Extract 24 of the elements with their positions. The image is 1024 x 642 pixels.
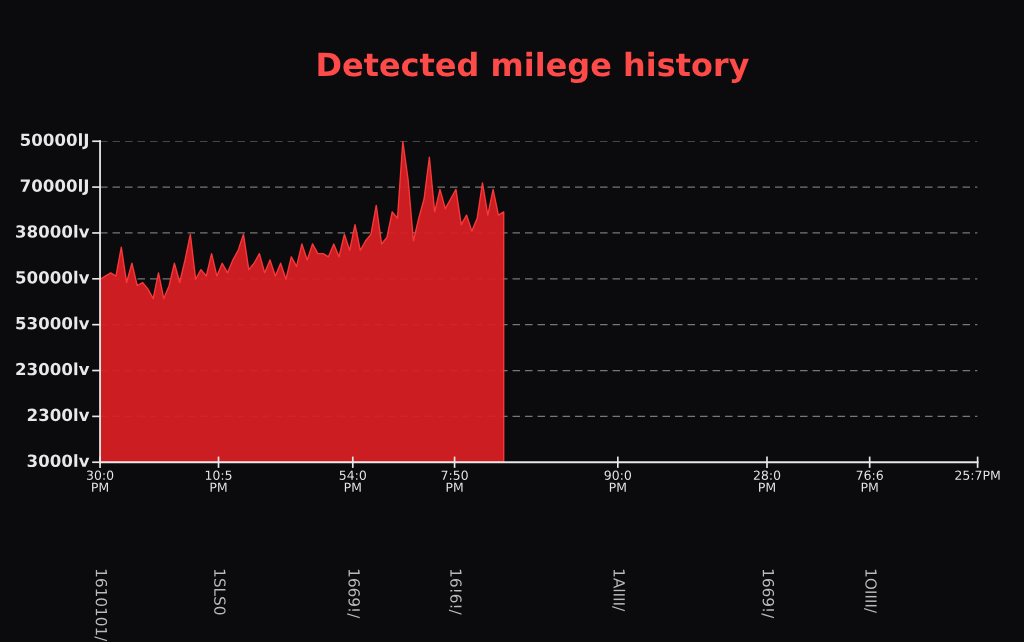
text: 70000lJ [20,179,88,196]
text: 54:0 PM [339,470,366,492]
text: 1OIIII/ [864,569,877,614]
chart-title: Detected milege history [318,51,749,83]
text: 1AlIII/ [612,569,626,612]
text: 53000lv [16,316,90,330]
text: 7:50 PM [441,470,468,492]
text: 25:7PM [955,470,1000,480]
text: 16!6!/ [448,569,462,615]
text: 76:6 PM [856,470,883,492]
text: 2300lv [27,408,90,422]
text: 1669!/ [347,569,360,619]
text: 1SLS0 [214,569,226,615]
text: 1610101/ [94,569,108,642]
text: 50000lJ [20,133,88,150]
text: 50000lv [16,270,90,284]
text: 30:0 PM [86,470,114,492]
text: 1669!/ [761,569,775,619]
text: 28:0 PM [753,470,781,492]
text: 23000lv [16,362,90,376]
text: 10:5 PM [205,470,232,492]
text: 90:0 PM [604,470,632,492]
text: 38000lv [16,224,90,238]
text: 3000lv [27,454,90,468]
